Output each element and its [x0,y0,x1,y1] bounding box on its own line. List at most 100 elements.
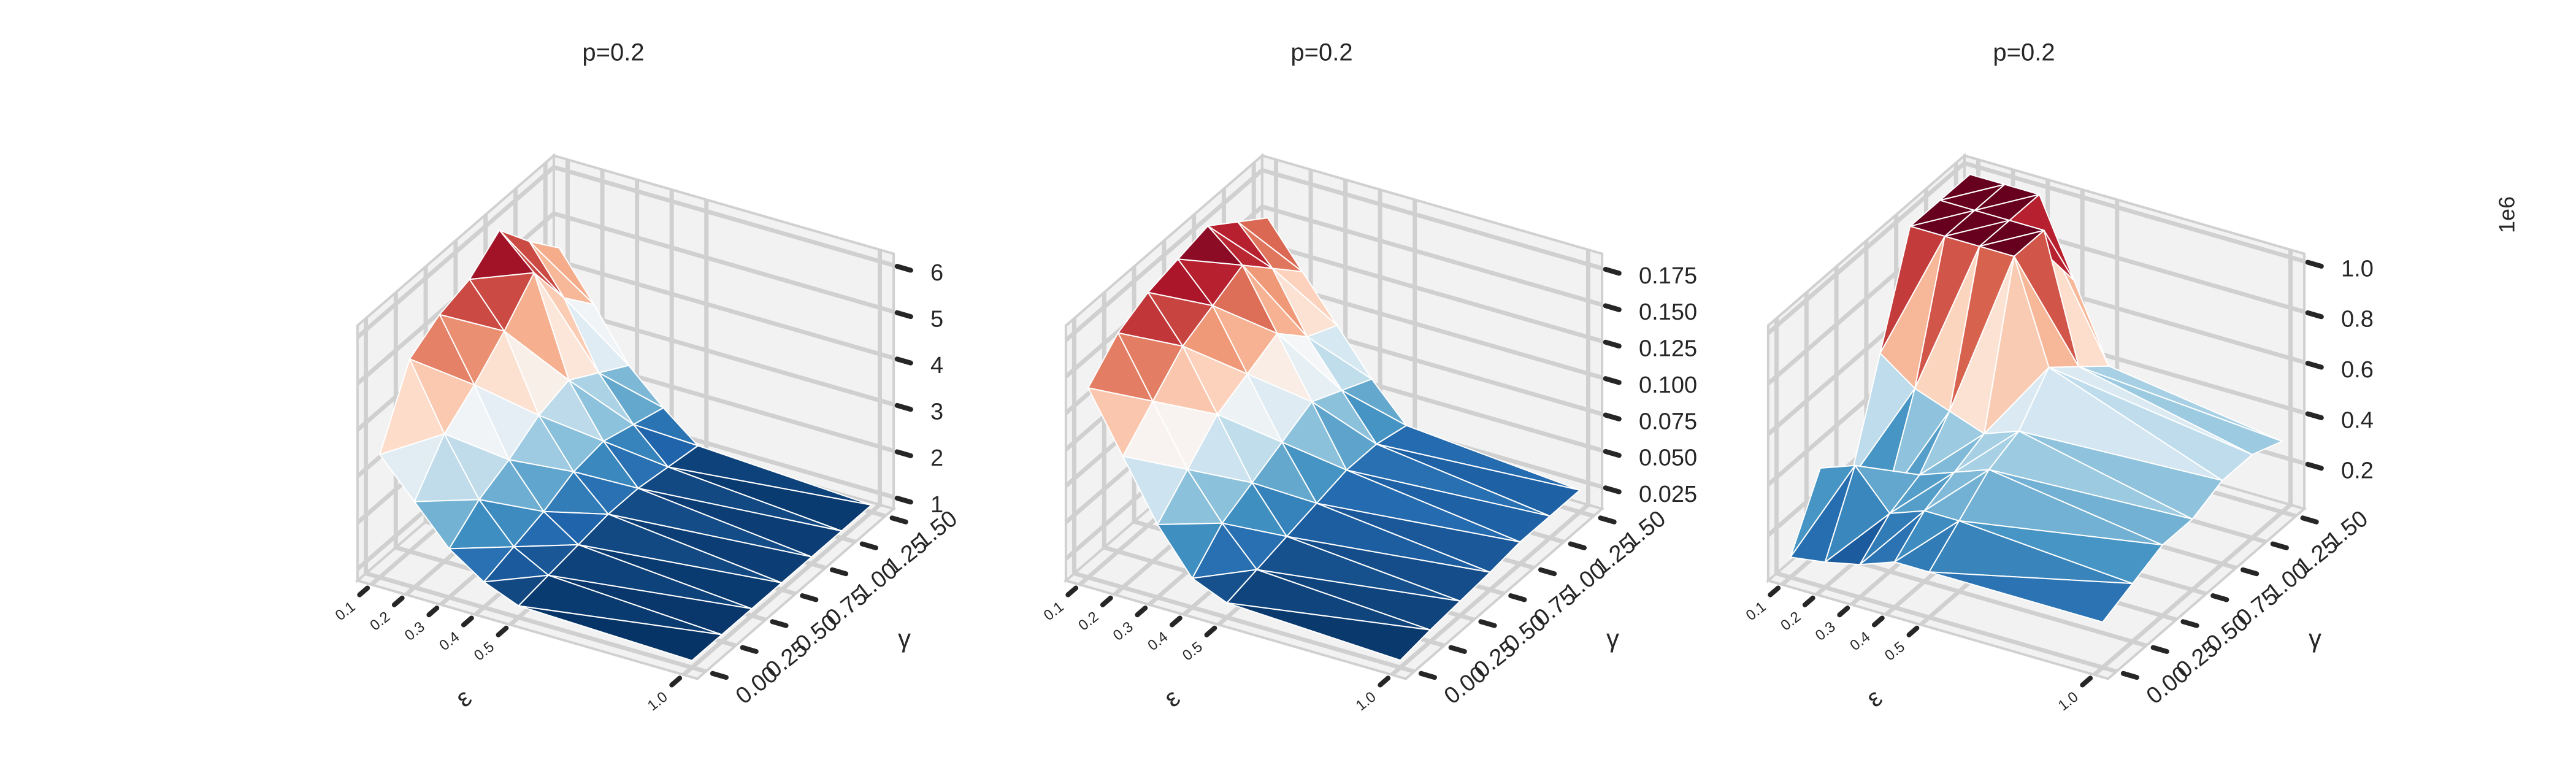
tick-mark [1135,606,1148,618]
tick-mark [770,619,789,628]
z-grid-line [553,211,895,314]
surface-facet [518,605,723,661]
tick-mark [2210,593,2229,602]
tick-mark [1568,541,1587,550]
subplot: 0.1 0.2 0.3 0.4 0.51.0 0.000.250.500.751.001.… [1041,39,1697,715]
surface-facet [1958,520,2163,585]
tick-mark [1906,625,1920,637]
tick-mark [1603,339,1622,349]
z-tick-label: 0.4 [2341,407,2374,433]
z-grid-line [553,165,895,267]
x-tick-label: 1.0 [2055,688,2082,714]
x-tick-label: 0.1 [1041,598,1067,624]
tick-mark [1871,615,1885,628]
tick-mark [1169,615,1183,628]
tick-mark [859,541,878,550]
y-axis-label: γ [898,624,911,653]
x-axis-label: ε [450,683,477,713]
tick-mark [1100,595,1113,607]
surface-facet [1122,455,1189,525]
x-tick-label: 0.2 [1777,609,1804,634]
tick-mark [2305,411,2324,420]
x-tick-label: 0.4 [436,628,462,654]
tick-mark [894,310,913,320]
z-tick-label: 0.075 [1639,409,1697,434]
tick-mark [894,495,913,505]
z-tick-label: 0.8 [2341,307,2374,333]
x-tick-label: 0.3 [402,618,428,644]
tick-mark [2080,675,2093,688]
tick-mark [1598,515,1617,525]
tick-mark [2305,461,2324,471]
tick-mark [894,449,913,458]
z-grid-line [553,304,895,407]
z-tick-label: 0.050 [1639,445,1697,471]
tick-mark [710,671,729,680]
tick-mark [740,645,759,654]
surface-facet [1226,602,1431,661]
tick-mark [461,615,474,628]
y-grid-line [1073,571,1415,674]
z-tick-label: 0.025 [1639,482,1697,507]
x-tick-label: 0.1 [1743,598,1769,624]
x-tick-label: 0.1 [332,598,359,624]
tick-mark [1204,625,1217,637]
x-tick-label: 0.5 [1882,639,1908,664]
offset-label: 1e6 [2494,196,2520,233]
tick-mark [1378,675,1391,688]
z-grid-line [1064,168,1264,342]
tick-mark [1065,585,1079,598]
surface-facet [379,433,445,502]
tick-mark [2300,515,2319,525]
tick-mark [889,515,908,525]
tick-mark [2270,541,2289,550]
x-tick-label: 0.2 [367,609,393,634]
tick-mark [2120,671,2140,680]
surface-facet [413,499,480,550]
chart-title: p=0.2 [1290,39,1352,66]
tick-mark [2305,310,2324,320]
z-grid-line [356,165,556,339]
tick-mark [1448,645,1467,654]
tick-mark [496,625,509,637]
z-grid-line [1261,277,1603,380]
z-tick-label: 1.0 [2341,256,2374,282]
z-grid-line [1261,204,1603,307]
tick-mark [357,585,370,598]
tick-mark [426,606,440,618]
surface-facet [1928,571,2133,623]
tick-mark [1418,671,1438,680]
y-axis-label: γ [1606,624,1619,653]
tick-mark [829,567,849,577]
x-tick-label: 1.0 [645,688,671,714]
tick-mark [1508,593,1527,602]
surface-facet [1944,220,2011,247]
z-tick-label: 5 [930,307,943,333]
z-tick-label: 0.100 [1639,372,1697,398]
tick-mark [1603,303,1622,312]
y-axis-label: γ [2309,624,2321,653]
surface-facet [1879,225,1945,354]
y-grid-line [365,571,707,674]
x-tick-label: 0.5 [471,639,497,664]
z-tick-label: 0.175 [1639,263,1697,289]
tick-mark [2180,619,2199,628]
z-tick-label: 4 [930,353,943,379]
x-tick-label: 0.3 [1812,618,1839,644]
tick-mark [1538,567,1557,577]
tick-mark [1603,412,1622,421]
z-tick-label: 0.150 [1639,299,1697,325]
tick-mark [1603,448,1622,458]
z-grid-line [553,258,895,361]
tick-mark [894,264,913,273]
tick-mark [894,402,913,412]
surface-facet [1157,522,1223,579]
tick-mark [1603,266,1622,276]
z-tick-label: 2 [930,445,943,471]
chart-title: p=0.2 [582,39,644,66]
z-tick-label: 0.2 [2341,458,2374,484]
tick-mark [2305,361,2324,370]
x-axis-label: ε [1861,683,1888,713]
